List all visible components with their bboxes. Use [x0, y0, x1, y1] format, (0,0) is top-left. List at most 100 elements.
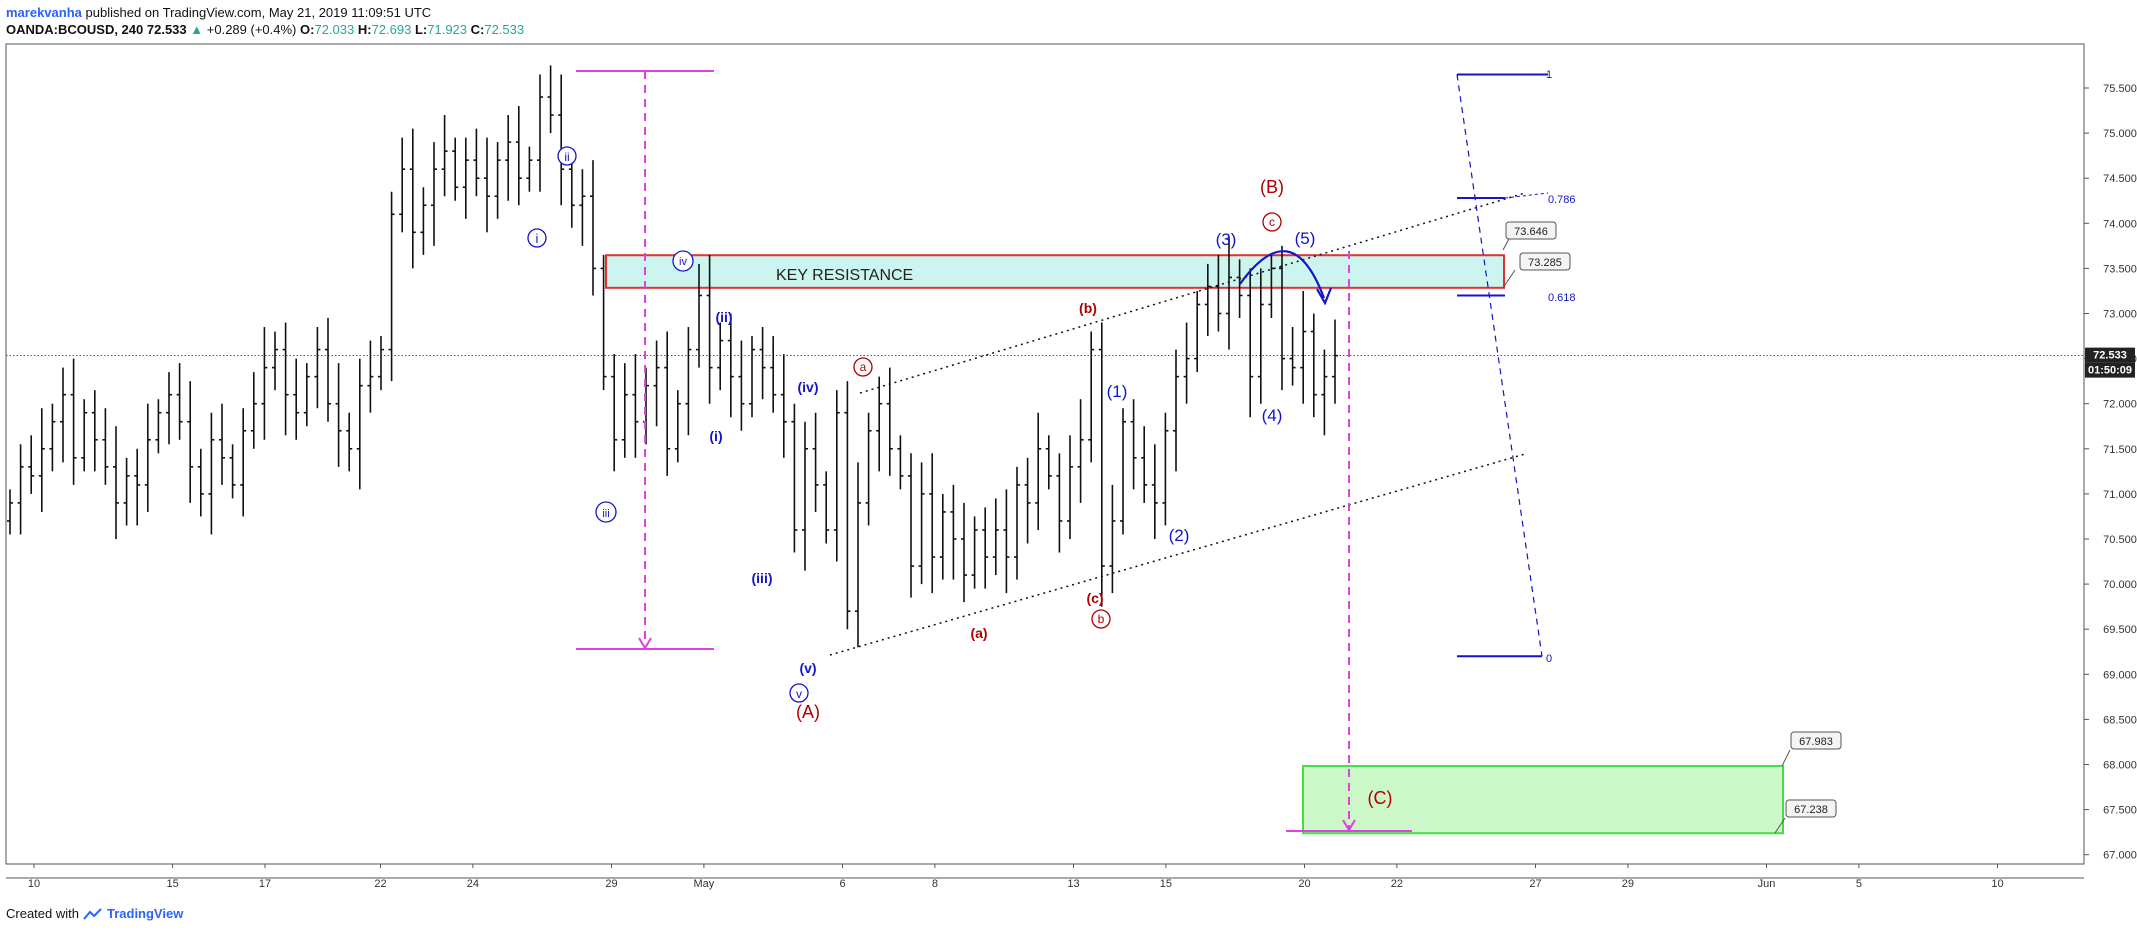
candle [1257, 268, 1264, 404]
candle [1003, 489, 1010, 594]
fib-connector-line [1504, 192, 1549, 199]
candle [696, 263, 702, 368]
callout-67238[interactable]: 67.238 [1774, 799, 1837, 834]
tradingview-link[interactable]: TradingView [106, 906, 184, 921]
candle [1332, 319, 1338, 404]
open-label: O: [300, 22, 315, 37]
wave-i-circled: i [527, 228, 547, 248]
target-zone[interactable] [1302, 765, 1784, 835]
candle [335, 363, 342, 467]
tradingview-logo-icon [83, 907, 102, 920]
time-tick-label: 5 [1856, 878, 1862, 890]
candle [155, 399, 162, 454]
candle [632, 354, 639, 458]
key-resistance-label: KEY RESISTANCE [776, 267, 913, 284]
fib-label-1: 1 [1546, 69, 1552, 81]
wave-iv-paren: (iv) [798, 379, 819, 395]
candle [7, 489, 13, 535]
fib-trend-line[interactable] [1456, 74, 1543, 657]
publish-info: published on TradingView.com, May 21, 20… [85, 5, 432, 20]
countdown-badge-text: 01:50:09 [2088, 365, 2132, 377]
candle [802, 421, 808, 571]
svg-text:v: v [796, 687, 802, 701]
candle [346, 412, 353, 472]
candle [240, 408, 247, 517]
candles-layer [7, 65, 1338, 648]
svg-text:a: a [860, 360, 867, 374]
candle [992, 498, 999, 576]
change-value: +0.289 (+0.4%) [206, 22, 297, 37]
candle [537, 74, 543, 192]
callout-73646[interactable]: 73.646 [1502, 221, 1557, 251]
candle [250, 372, 257, 449]
time-tick-label: 29 [605, 878, 617, 890]
candle [144, 403, 151, 512]
candle [303, 363, 310, 427]
candle [420, 187, 427, 255]
candle [971, 516, 978, 589]
wave-B: (B) [1260, 177, 1284, 197]
candle [1289, 327, 1296, 386]
candle [1067, 435, 1073, 539]
candle [1321, 349, 1328, 436]
candle [759, 327, 766, 400]
candle [229, 444, 236, 499]
wave-c-circled: c [1262, 212, 1282, 232]
svg-text:c: c [1269, 215, 1275, 229]
candle [918, 462, 925, 585]
candle [1151, 444, 1158, 539]
price-tick-label: 67.000 [2103, 850, 2137, 862]
reversal-arrowhead-icon [1316, 287, 1333, 306]
key-resistance-zone[interactable] [605, 254, 1505, 289]
time-axis: 10 15 17 22 24 29 May 6 8 13 15 20 22 27 29 Jun 5 10 [28, 864, 2004, 890]
candle [1194, 290, 1201, 373]
time-tick-label: 24 [467, 878, 479, 890]
candle [1173, 349, 1179, 472]
candle [1226, 236, 1232, 350]
channel-upper-line[interactable] [859, 192, 1526, 394]
symbol-label: OANDA:BCOUSD, 240 [6, 22, 144, 37]
candle [706, 254, 713, 404]
candle [876, 376, 883, 472]
price-tick-label: 73.000 [2103, 309, 2137, 321]
callout-73285[interactable]: 73.285 [1502, 252, 1571, 289]
time-tick-label: May [694, 878, 715, 890]
time-tick-label: Jun [1758, 878, 1776, 890]
price-tick-label: 70.500 [2103, 534, 2137, 546]
candle [1045, 435, 1052, 490]
candle [515, 106, 522, 206]
candle [749, 336, 755, 418]
price-tick-label: 68.000 [2103, 760, 2137, 772]
candle [388, 191, 395, 382]
candle [123, 457, 130, 526]
candle [886, 367, 893, 476]
publish-line: marekvanha published on TradingView.com,… [6, 4, 524, 21]
reversal-arrow-path [1239, 250, 1326, 299]
candle [70, 358, 77, 485]
time-tick-label: 8 [932, 878, 938, 890]
author-link[interactable]: marekvanha [6, 5, 82, 20]
candle [462, 137, 469, 219]
footer: Created with TradingView [6, 906, 183, 921]
channel-lower-line[interactable] [829, 453, 1526, 656]
candle [823, 471, 830, 544]
candle [611, 354, 618, 472]
candle [272, 331, 278, 391]
callout-67983[interactable]: 67.983 [1781, 731, 1842, 767]
last-price: 72.533 [146, 22, 187, 37]
price-tick-label: 75.500 [2103, 83, 2137, 95]
price-tick-label: 69.000 [2103, 669, 2137, 681]
projection-arrowhead-icon [1342, 819, 1356, 832]
wave-b-paren: (b) [1079, 300, 1097, 316]
svg-text:ii: ii [564, 150, 569, 164]
candle [1024, 457, 1031, 544]
candle [674, 390, 681, 463]
candle [1088, 331, 1095, 463]
candle [738, 340, 745, 431]
price-tick-label: 70.000 [2103, 579, 2137, 591]
open-value: 72.033 [314, 22, 355, 37]
candle [939, 493, 946, 580]
svg-text:iii: iii [602, 508, 609, 520]
candle [961, 502, 967, 603]
